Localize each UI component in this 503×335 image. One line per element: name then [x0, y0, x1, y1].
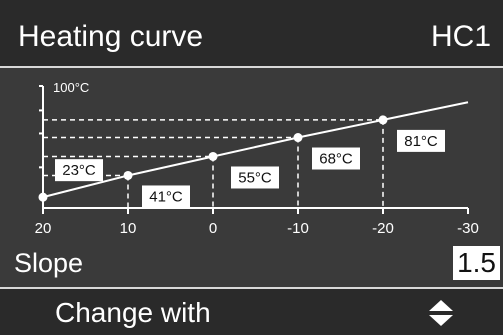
point-value-box: [142, 185, 190, 208]
page-title: Heating curve: [18, 20, 204, 53]
change-with-bar[interactable]: Change with: [0, 287, 503, 335]
curve-point: [123, 170, 133, 180]
x-tick-label: 20: [35, 220, 52, 237]
x-tick-label: -10: [287, 220, 309, 237]
heating-curve-svg: 100°C 20 10 0 -10 -20 -30 23°C 41°C 55°C 68°C 81°C: [35, 80, 479, 237]
point-value-label: 41°C: [149, 188, 183, 205]
curve-point: [208, 151, 218, 161]
point-value-label: 55°C: [238, 169, 272, 186]
up-down-arrows-icon[interactable]: [427, 298, 455, 328]
point-value-box: [397, 129, 445, 152]
curve-point: [378, 115, 388, 125]
header-bar: Heating curve HC1: [0, 0, 503, 68]
point-value-box: [312, 147, 360, 170]
point-value-label: 23°C: [62, 162, 96, 179]
x-tick-label: 10: [120, 220, 137, 237]
slope-value[interactable]: 1.5: [453, 246, 500, 280]
curve-point: [293, 133, 303, 143]
heating-curve-chart: 100°C 20 10 0 -10 -20 -30 23°C 41°C 55°C 68°C 81°C: [0, 68, 503, 280]
point-value-label: 68°C: [319, 151, 353, 168]
point-value-label: 81°C: [404, 133, 438, 150]
x-tick-label: -30: [457, 220, 479, 237]
x-tick-label: -20: [372, 220, 394, 237]
y-axis-max-label: 100°C: [53, 80, 89, 95]
change-with-label: Change with: [55, 297, 211, 328]
point-value-box: [231, 166, 279, 189]
heating-circuit-label: HC1: [430, 20, 491, 53]
curve-point: [38, 192, 48, 202]
x-tick-label: 0: [209, 220, 217, 237]
heating-curve-line: [42, 101, 469, 199]
slope-label: Slope: [14, 248, 84, 278]
